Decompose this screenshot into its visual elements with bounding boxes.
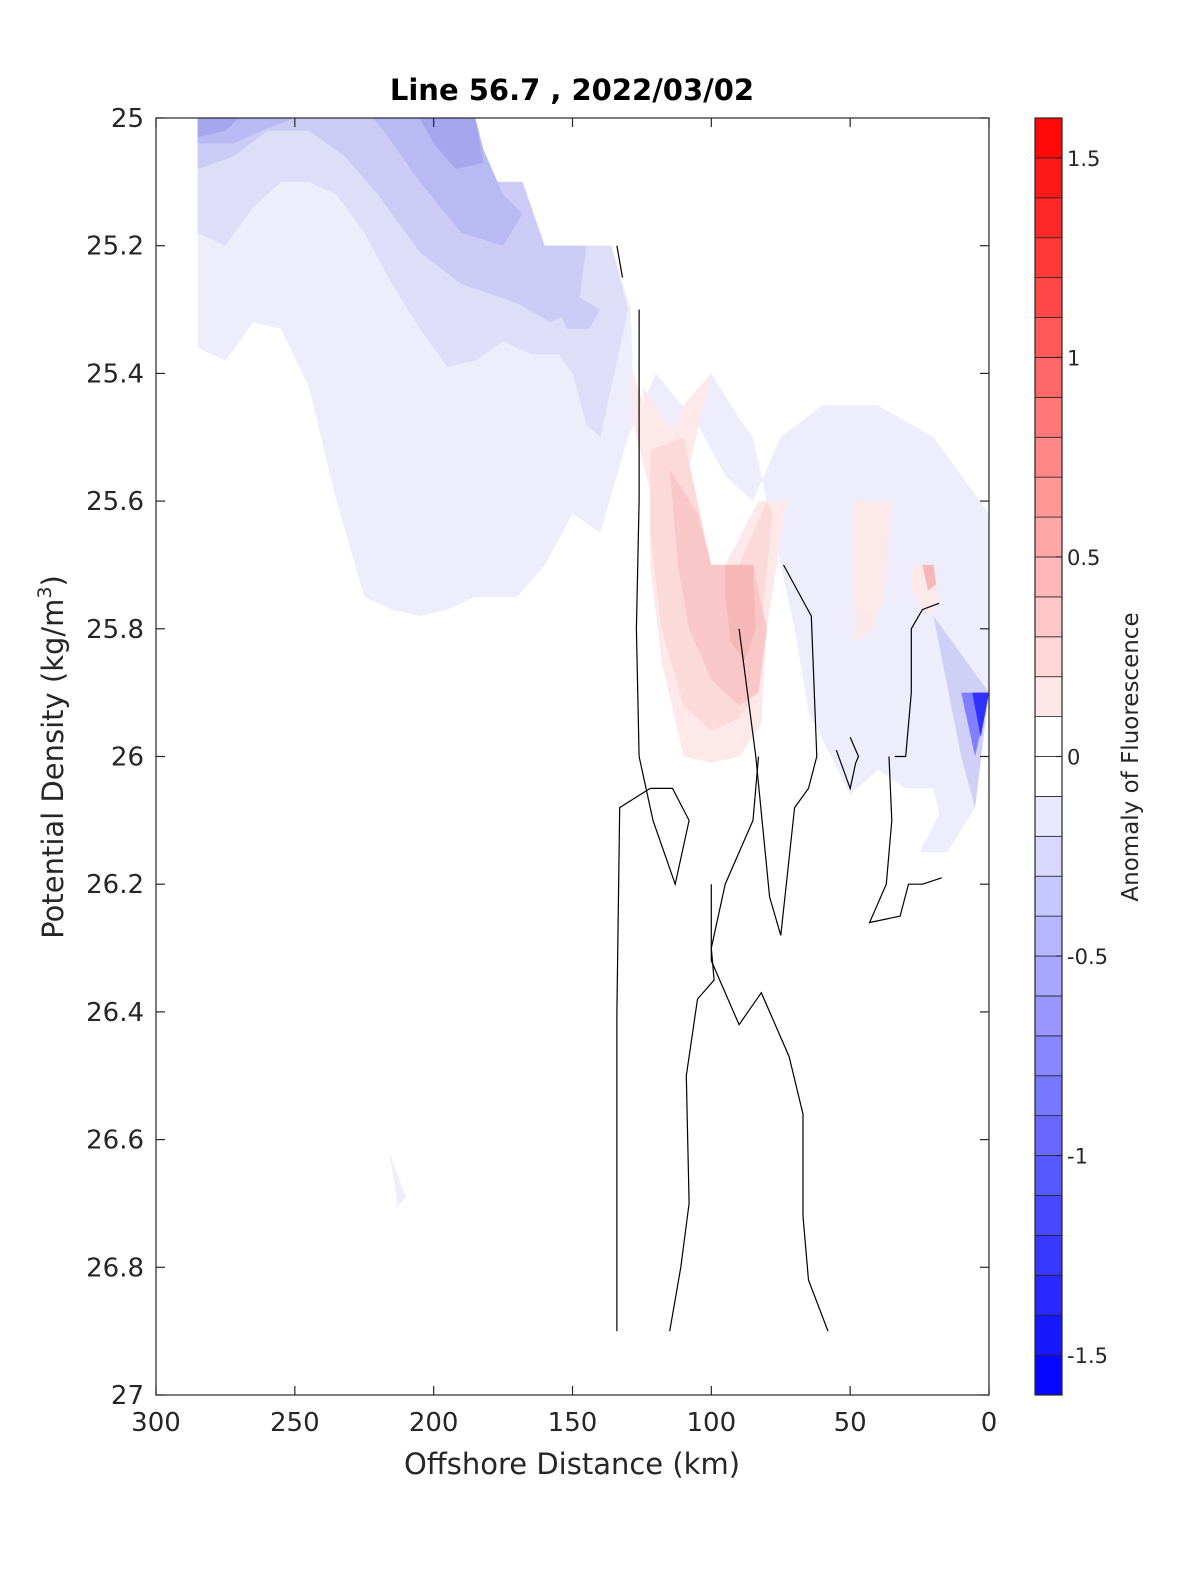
y-tick-label-9: 26.8: [86, 1253, 144, 1283]
contour-fill-8: [933, 616, 989, 808]
zero-contour-line-5: [835, 737, 860, 791]
colorbar-tick-label-5: -1: [1067, 1145, 1088, 1169]
colorbar-tick-label-2: 0.5: [1067, 546, 1100, 570]
colorbar-band-30: [1034, 157, 1063, 199]
colorbar-band-8: [1034, 1035, 1063, 1077]
colorbar-band-27: [1034, 277, 1063, 318]
colorbar-band-10: [1034, 955, 1063, 997]
colorbar-band-19: [1034, 596, 1063, 638]
y-tick-label-8: 26.6: [86, 1126, 144, 1156]
colorbar-band-6: [1034, 1115, 1063, 1156]
colorbar-band-0: [1034, 1354, 1063, 1396]
colorbar-band-23: [1034, 436, 1063, 478]
colorbar-band-29: [1034, 197, 1063, 239]
y-tick-label-4: 25.8: [86, 615, 144, 645]
colorbar-band-18: [1034, 636, 1063, 678]
x-tick-label-1: 250: [270, 1408, 320, 1438]
colorbar-band-14: [1034, 796, 1063, 837]
zero-contour-line-4: [738, 564, 818, 936]
y-tick-label-7: 26.4: [86, 998, 144, 1028]
x-tick-label-3: 150: [548, 1408, 598, 1438]
colorbar-band-11: [1034, 915, 1063, 957]
contour-fill-18: [922, 564, 937, 591]
x-axis-ticks: 300 250 200 150 100 50 0: [131, 118, 997, 1438]
y-axis-label-end: ): [36, 575, 70, 586]
x-tick-label-4: 100: [687, 1408, 737, 1438]
x-axis-label: Offshore Distance (km): [404, 1447, 740, 1481]
x-tick-label-0: 300: [131, 1408, 181, 1438]
colorbar-band-22: [1034, 476, 1063, 518]
zero-contour-line-0: [616, 245, 624, 278]
colorbar-band-17: [1034, 676, 1063, 717]
colorbar-tick-label-0: 1.5: [1067, 147, 1100, 171]
y-tick-label-3: 25.6: [86, 487, 144, 517]
zero-contour-line-2: [669, 756, 760, 1332]
y-tick-label-10: 27: [111, 1381, 144, 1411]
y-axis-label-main: Potential Density (kg/m: [36, 599, 70, 939]
colorbar-tick-label-6: -1.5: [1067, 1344, 1108, 1368]
colorbar-band-2: [1034, 1274, 1063, 1316]
colorbar-band-25: [1034, 357, 1063, 398]
x-tick-label-6: 0: [981, 1408, 998, 1438]
colorbar-tick-label-1: 1: [1067, 346, 1080, 370]
colorbar-band-3: [1034, 1234, 1063, 1276]
y-tick-label-2: 25.4: [86, 359, 144, 389]
y-tick-label-5: 26: [111, 743, 144, 773]
x-tick-label-2: 200: [409, 1408, 459, 1438]
zero-contour-lines: [616, 245, 942, 1332]
colorbar-band-26: [1034, 317, 1063, 358]
contour-fill-3: [197, 118, 587, 323]
colorbar-band-7: [1034, 1075, 1063, 1117]
colorbar-tick-label-4: -0.5: [1067, 945, 1108, 969]
x-tick-label-5: 50: [834, 1408, 867, 1438]
contour-fill-13: [852, 501, 892, 642]
colorbar-band-24: [1034, 396, 1063, 438]
contour-fill-0: [197, 118, 989, 853]
colorbar-band-5: [1034, 1155, 1063, 1196]
colorbar-label: Anomaly of Fluorescence: [1118, 612, 1144, 901]
colorbar-band-12: [1034, 875, 1063, 917]
colorbar-band-1: [1034, 1314, 1063, 1356]
zero-contour-line-1: [616, 309, 690, 1332]
colorbar-band-28: [1034, 237, 1063, 279]
y-axis-label-superscript: 3: [34, 586, 56, 598]
zero-contour-line-3: [710, 884, 829, 1332]
colorbar-band-20: [1034, 556, 1063, 598]
colorbar-band-15: [1034, 756, 1063, 797]
filled-contours: [197, 118, 989, 1210]
colorbar-ticks: 1.5 1 0.5 0 -0.5 -1 -1.5: [1056, 147, 1108, 1368]
colorbar-band-31: [1034, 117, 1063, 159]
y-axis-ticks: 25 25.2 25.4 25.6 25.8 26 26.2 26.4 26.6 26.8 27: [86, 104, 989, 1411]
contour-fill-6: [197, 118, 484, 170]
contour-fill-10: [972, 692, 989, 738]
colorbar-tick-label-3: 0: [1067, 746, 1080, 770]
colorbar-band-9: [1034, 995, 1063, 1037]
colorbar-band-4: [1034, 1195, 1063, 1236]
colorbar-band-13: [1034, 835, 1063, 877]
contour-fill-1: [389, 1152, 406, 1210]
y-tick-label-6: 26.2: [86, 870, 144, 900]
zero-contour-line-6: [894, 602, 940, 758]
colorbar-band-21: [1034, 516, 1063, 558]
chart-title: Line 56.7 , 2022/03/02: [390, 73, 754, 107]
contour-fill-7: [197, 118, 240, 138]
contour-fill-17: [725, 564, 756, 661]
y-tick-label-1: 25.2: [86, 232, 144, 262]
colorbar-band-16: [1034, 716, 1063, 757]
y-tick-label-0: 25: [111, 104, 144, 134]
contour-fill-4: [558, 296, 601, 329]
zero-contour-line-7: [868, 756, 942, 924]
y-axis-label: Potential Density (kg/m3): [34, 575, 70, 939]
